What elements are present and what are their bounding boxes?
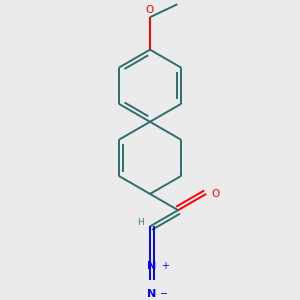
Text: −: − <box>160 289 168 298</box>
Text: +: + <box>161 261 169 271</box>
Text: N: N <box>147 261 156 271</box>
Text: H: H <box>137 218 144 227</box>
Text: O: O <box>146 5 154 15</box>
Text: O: O <box>211 189 220 199</box>
Text: N: N <box>147 289 156 298</box>
